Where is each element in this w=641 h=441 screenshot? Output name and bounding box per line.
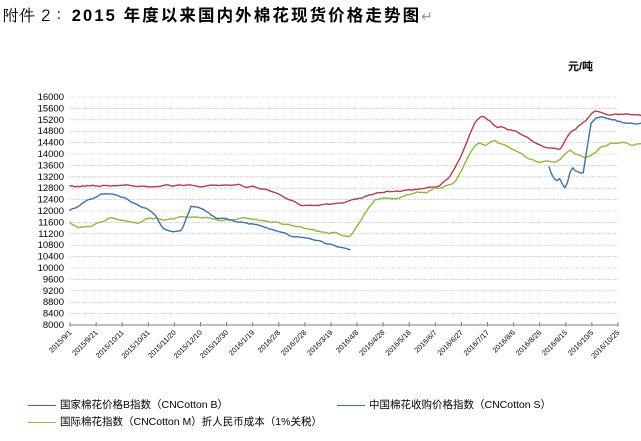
svg-text:2016/10/25: 2016/10/25 bbox=[589, 328, 621, 360]
svg-text:10400: 10400 bbox=[38, 252, 64, 263]
svg-text:12800: 12800 bbox=[38, 183, 64, 194]
svg-text:15600: 15600 bbox=[38, 103, 64, 114]
svg-text:13600: 13600 bbox=[38, 160, 64, 171]
svg-text:14000: 14000 bbox=[38, 149, 64, 160]
svg-text:2016/4/28: 2016/4/28 bbox=[357, 328, 386, 357]
svg-text:14800: 14800 bbox=[38, 126, 64, 137]
svg-text:2016/6/27: 2016/6/27 bbox=[435, 328, 464, 357]
svg-text:8000: 8000 bbox=[43, 320, 64, 331]
svg-text:16000: 16000 bbox=[38, 92, 64, 103]
svg-text:2016/7/17: 2016/7/17 bbox=[462, 328, 491, 357]
svg-text:10000: 10000 bbox=[38, 263, 64, 274]
svg-text:2015/12/30: 2015/12/30 bbox=[198, 328, 230, 360]
svg-text:14400: 14400 bbox=[38, 138, 64, 149]
svg-text:2016/9/15: 2016/9/15 bbox=[540, 328, 569, 357]
svg-text:2016/2/28: 2016/2/28 bbox=[279, 328, 308, 357]
svg-text:11600: 11600 bbox=[38, 217, 64, 228]
svg-text:8800: 8800 bbox=[43, 297, 64, 308]
svg-text:2016/8/26: 2016/8/26 bbox=[514, 328, 543, 357]
svg-text:11200: 11200 bbox=[38, 229, 64, 240]
svg-text:12000: 12000 bbox=[38, 206, 64, 217]
svg-text:10800: 10800 bbox=[38, 240, 64, 251]
svg-text:8400: 8400 bbox=[43, 309, 64, 320]
svg-text:2016/5/18: 2016/5/18 bbox=[383, 328, 412, 357]
svg-text:9200: 9200 bbox=[43, 286, 64, 297]
svg-text:15200: 15200 bbox=[38, 115, 64, 126]
svg-text:12400: 12400 bbox=[38, 195, 64, 206]
svg-text:9600: 9600 bbox=[43, 274, 64, 285]
svg-text:13200: 13200 bbox=[38, 172, 64, 183]
svg-text:2016/3/19: 2016/3/19 bbox=[305, 328, 334, 357]
svg-text:2016/1/19: 2016/1/19 bbox=[227, 328, 256, 357]
